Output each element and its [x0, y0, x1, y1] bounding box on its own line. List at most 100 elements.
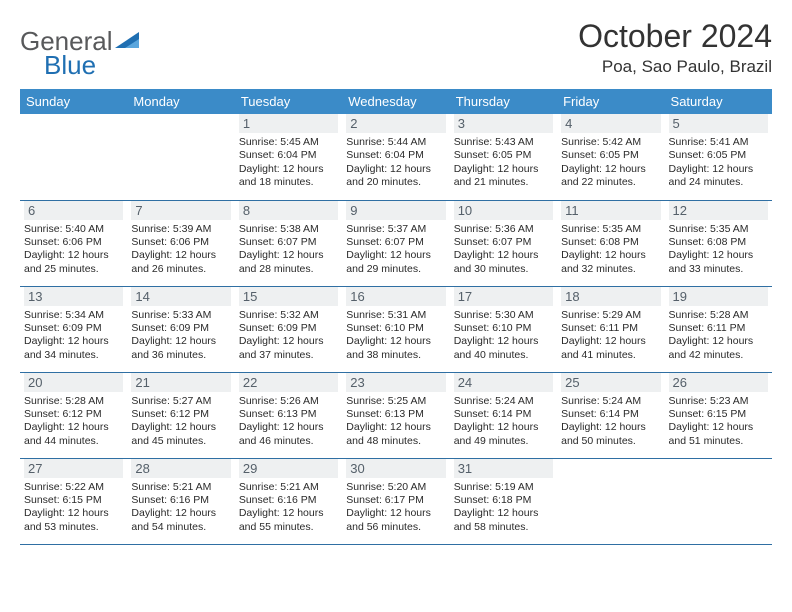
day-details: Sunrise: 5:35 AMSunset: 6:08 PMDaylight:… — [669, 223, 768, 277]
day-number: 7 — [131, 201, 230, 220]
day-number: 11 — [561, 201, 660, 220]
calendar-cell — [127, 114, 234, 200]
day-details: Sunrise: 5:33 AMSunset: 6:09 PMDaylight:… — [131, 309, 230, 363]
day-details: Sunrise: 5:31 AMSunset: 6:10 PMDaylight:… — [346, 309, 445, 363]
weekday-header: Tuesday — [235, 89, 342, 114]
day-details: Sunrise: 5:34 AMSunset: 6:09 PMDaylight:… — [24, 309, 123, 363]
calendar-cell: 3 Sunrise: 5:43 AMSunset: 6:05 PMDaylight… — [450, 114, 557, 200]
calendar-table: SundayMondayTuesdayWednesdayThursdayFrid… — [20, 89, 772, 545]
calendar-row: 27Sunrise: 5:22 AMSunset: 6:15 PMDayligh… — [20, 458, 772, 544]
calendar-row: 6 Sunrise: 5:40 AMSunset: 6:06 PMDaylight… — [20, 200, 772, 286]
weekday-header: Wednesday — [342, 89, 449, 114]
calendar-cell: 11Sunrise: 5:35 AMSunset: 6:08 PMDayligh… — [557, 200, 664, 286]
weekday-header: Friday — [557, 89, 664, 114]
calendar-cell: 22 Sunrise: 5:26 AMSunset: 6:13 PMDayligh… — [235, 372, 342, 458]
calendar-cell: 28 Sunrise: 5:21 AMSunset: 6:16 PMDayligh… — [127, 458, 234, 544]
day-number: 21 — [131, 373, 230, 392]
day-number: 2 — [346, 114, 445, 133]
calendar-cell: 4Sunrise: 5:42 AMSunset: 6:05 PMDaylight… — [557, 114, 664, 200]
calendar-row: 20 Sunrise: 5:28 AMSunset: 6:12 PMDayligh… — [20, 372, 772, 458]
calendar-cell — [665, 458, 772, 544]
weekday-header: Thursday — [450, 89, 557, 114]
day-details: Sunrise: 5:28 AMSunset: 6:12 PMDaylight:… — [24, 395, 123, 449]
day-details: Sunrise: 5:43 AMSunset: 6:05 PMDaylight:… — [454, 136, 553, 190]
day-number: 1 — [239, 114, 338, 133]
day-number: 26 — [669, 373, 768, 392]
day-number: 3 — [454, 114, 553, 133]
header: General October 2024 Poa, Sao Paulo, Bra… — [20, 18, 772, 77]
day-details: Sunrise: 5:27 AMSunset: 6:12 PMDaylight:… — [131, 395, 230, 449]
day-details: Sunrise: 5:29 AMSunset: 6:11 PMDaylight:… — [561, 309, 660, 363]
calendar-cell: 13Sunrise: 5:34 AMSunset: 6:09 PMDayligh… — [20, 286, 127, 372]
day-number: 30 — [346, 459, 445, 478]
calendar-cell — [557, 458, 664, 544]
calendar-cell: 1 Sunrise: 5:45 AMSunset: 6:04 PMDaylight… — [235, 114, 342, 200]
day-number: 16 — [346, 287, 445, 306]
brand-triangle-icon — [115, 26, 141, 57]
calendar-header-row: SundayMondayTuesdayWednesdayThursdayFrid… — [20, 89, 772, 114]
calendar-cell: 2 Sunrise: 5:44 AMSunset: 6:04 PMDaylight… — [342, 114, 449, 200]
day-details: Sunrise: 5:20 AMSunset: 6:17 PMDaylight:… — [346, 481, 445, 535]
title-block: October 2024 Poa, Sao Paulo, Brazil — [578, 18, 772, 77]
month-title: October 2024 — [578, 18, 772, 55]
day-number: 18 — [561, 287, 660, 306]
day-number: 31 — [454, 459, 553, 478]
calendar-cell: 15Sunrise: 5:32 AMSunset: 6:09 PMDayligh… — [235, 286, 342, 372]
day-number: 28 — [131, 459, 230, 478]
calendar-body: 1 Sunrise: 5:45 AMSunset: 6:04 PMDaylight… — [20, 114, 772, 544]
day-number: 12 — [669, 201, 768, 220]
weekday-header: Monday — [127, 89, 234, 114]
day-details: Sunrise: 5:37 AMSunset: 6:07 PMDaylight:… — [346, 223, 445, 277]
day-details: Sunrise: 5:22 AMSunset: 6:15 PMDaylight:… — [24, 481, 123, 535]
day-number: 9 — [346, 201, 445, 220]
day-details: Sunrise: 5:25 AMSunset: 6:13 PMDaylight:… — [346, 395, 445, 449]
day-details: Sunrise: 5:19 AMSunset: 6:18 PMDaylight:… — [454, 481, 553, 535]
calendar-cell: 27Sunrise: 5:22 AMSunset: 6:15 PMDayligh… — [20, 458, 127, 544]
day-details: Sunrise: 5:40 AMSunset: 6:06 PMDaylight:… — [24, 223, 123, 277]
calendar-cell: 31 Sunrise: 5:19 AMSunset: 6:18 PMDayligh… — [450, 458, 557, 544]
calendar-row: 13Sunrise: 5:34 AMSunset: 6:09 PMDayligh… — [20, 286, 772, 372]
day-number: 25 — [561, 373, 660, 392]
calendar-cell: 12 Sunrise: 5:35 AMSunset: 6:08 PMDayligh… — [665, 200, 772, 286]
day-number: 6 — [24, 201, 123, 220]
calendar-cell: 23 Sunrise: 5:25 AMSunset: 6:13 PMDayligh… — [342, 372, 449, 458]
day-details: Sunrise: 5:44 AMSunset: 6:04 PMDaylight:… — [346, 136, 445, 190]
calendar-cell: 29Sunrise: 5:21 AMSunset: 6:16 PMDayligh… — [235, 458, 342, 544]
calendar-cell: 7Sunrise: 5:39 AMSunset: 6:06 PMDaylight… — [127, 200, 234, 286]
day-number: 20 — [24, 373, 123, 392]
day-details: Sunrise: 5:21 AMSunset: 6:16 PMDaylight:… — [239, 481, 338, 535]
day-details: Sunrise: 5:26 AMSunset: 6:13 PMDaylight:… — [239, 395, 338, 449]
day-number: 22 — [239, 373, 338, 392]
calendar-row: 1 Sunrise: 5:45 AMSunset: 6:04 PMDaylight… — [20, 114, 772, 200]
location-text: Poa, Sao Paulo, Brazil — [578, 57, 772, 77]
calendar-cell: 10 Sunrise: 5:36 AMSunset: 6:07 PMDayligh… — [450, 200, 557, 286]
day-details: Sunrise: 5:42 AMSunset: 6:05 PMDaylight:… — [561, 136, 660, 190]
calendar-cell: 20 Sunrise: 5:28 AMSunset: 6:12 PMDayligh… — [20, 372, 127, 458]
day-details: Sunrise: 5:32 AMSunset: 6:09 PMDaylight:… — [239, 309, 338, 363]
weekday-header: Sunday — [20, 89, 127, 114]
calendar-cell: 17 Sunrise: 5:30 AMSunset: 6:10 PMDayligh… — [450, 286, 557, 372]
calendar-cell: 14Sunrise: 5:33 AMSunset: 6:09 PMDayligh… — [127, 286, 234, 372]
day-number: 10 — [454, 201, 553, 220]
day-details: Sunrise: 5:36 AMSunset: 6:07 PMDaylight:… — [454, 223, 553, 277]
day-details: Sunrise: 5:21 AMSunset: 6:16 PMDaylight:… — [131, 481, 230, 535]
calendar-cell: 6 Sunrise: 5:40 AMSunset: 6:06 PMDaylight… — [20, 200, 127, 286]
day-number: 17 — [454, 287, 553, 306]
day-details: Sunrise: 5:41 AMSunset: 6:05 PMDaylight:… — [669, 136, 768, 190]
day-details: Sunrise: 5:38 AMSunset: 6:07 PMDaylight:… — [239, 223, 338, 277]
calendar-cell: 8 Sunrise: 5:38 AMSunset: 6:07 PMDaylight… — [235, 200, 342, 286]
calendar-cell: 9 Sunrise: 5:37 AMSunset: 6:07 PMDaylight… — [342, 200, 449, 286]
calendar-cell — [20, 114, 127, 200]
calendar-cell: 24Sunrise: 5:24 AMSunset: 6:14 PMDayligh… — [450, 372, 557, 458]
brand-part2: Blue — [44, 50, 96, 80]
day-details: Sunrise: 5:30 AMSunset: 6:10 PMDaylight:… — [454, 309, 553, 363]
day-details: Sunrise: 5:24 AMSunset: 6:14 PMDaylight:… — [561, 395, 660, 449]
calendar-cell: 26Sunrise: 5:23 AMSunset: 6:15 PMDayligh… — [665, 372, 772, 458]
day-details: Sunrise: 5:24 AMSunset: 6:14 PMDaylight:… — [454, 395, 553, 449]
weekday-header: Saturday — [665, 89, 772, 114]
day-details: Sunrise: 5:45 AMSunset: 6:04 PMDaylight:… — [239, 136, 338, 190]
calendar-cell: 16 Sunrise: 5:31 AMSunset: 6:10 PMDayligh… — [342, 286, 449, 372]
day-number: 8 — [239, 201, 338, 220]
day-number: 23 — [346, 373, 445, 392]
day-number: 19 — [669, 287, 768, 306]
